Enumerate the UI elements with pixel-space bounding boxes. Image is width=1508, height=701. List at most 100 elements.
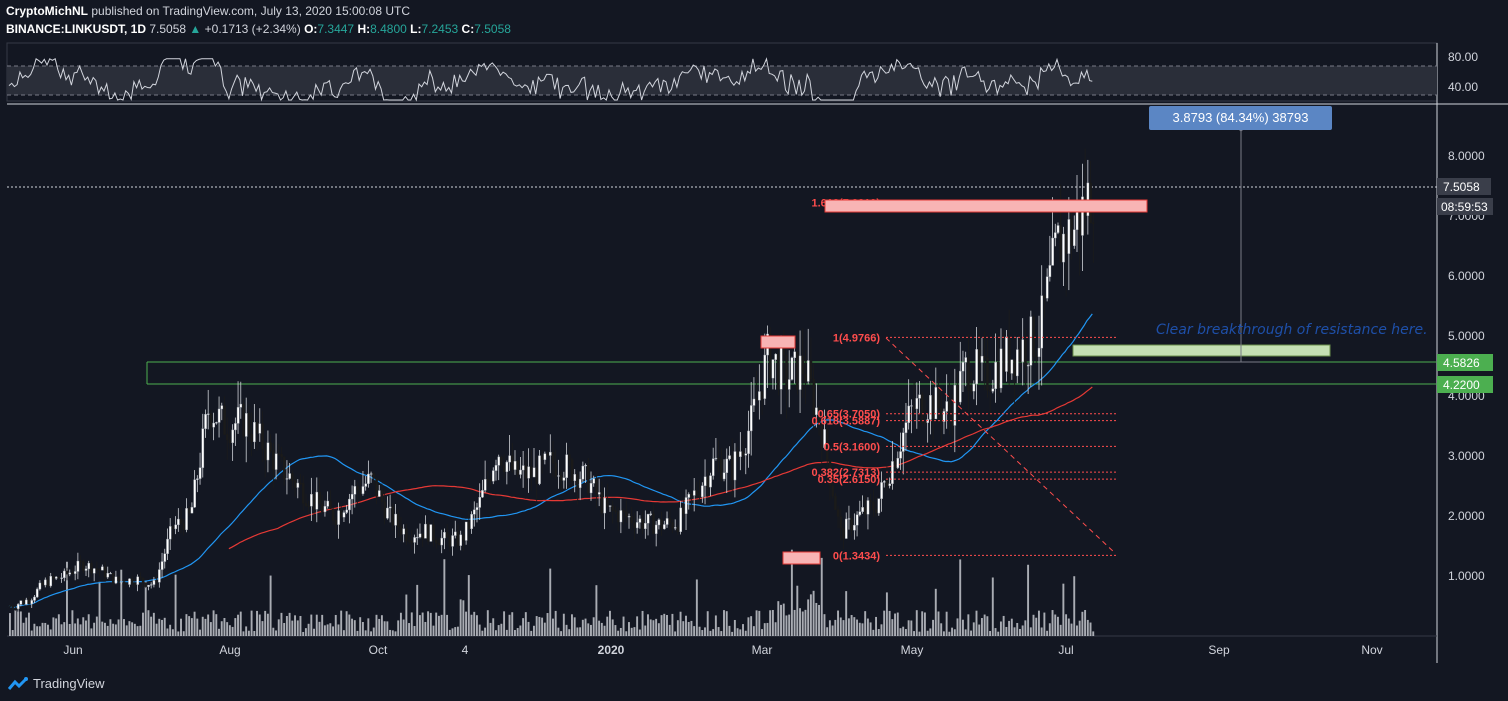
candle bbox=[869, 500, 872, 503]
candle bbox=[76, 560, 80, 572]
price-axis[interactable]: 8.00007.00006.00005.00004.00003.00002.00… bbox=[1448, 149, 1485, 583]
candle bbox=[793, 351, 796, 359]
candle bbox=[136, 576, 139, 585]
volume-bar bbox=[215, 614, 218, 636]
volume-bar bbox=[247, 630, 250, 636]
volume-bar bbox=[334, 614, 337, 636]
candle bbox=[959, 370, 962, 403]
candle bbox=[27, 599, 31, 605]
volume-bar bbox=[9, 613, 11, 636]
time-tick: May bbox=[901, 643, 924, 657]
candle bbox=[49, 576, 53, 587]
candle bbox=[584, 464, 587, 467]
tradingview-brand[interactable]: TradingView bbox=[33, 676, 105, 691]
volume-bar bbox=[228, 625, 231, 636]
volume-bar bbox=[940, 623, 943, 636]
annotation-text[interactable]: Clear breakthrough of resistance here. bbox=[1156, 322, 1428, 338]
volume-bar bbox=[989, 630, 992, 636]
volume-bar bbox=[112, 623, 115, 636]
candle bbox=[589, 483, 593, 494]
candle bbox=[60, 577, 63, 579]
volume-bar bbox=[663, 613, 666, 636]
volume-bar bbox=[666, 615, 668, 636]
candle bbox=[380, 490, 384, 502]
candle bbox=[312, 494, 316, 510]
volume-bar bbox=[638, 629, 641, 636]
volume-bar bbox=[761, 629, 763, 636]
tradingview-logo-icon[interactable] bbox=[8, 677, 30, 691]
candle bbox=[619, 510, 623, 523]
candle bbox=[975, 349, 978, 385]
volume-bar bbox=[1027, 564, 1030, 636]
candle bbox=[682, 507, 685, 514]
candle bbox=[1067, 219, 1071, 254]
volume-bar bbox=[780, 604, 782, 636]
volume-bar bbox=[405, 594, 408, 636]
volume-bar bbox=[481, 630, 484, 636]
volume-bar bbox=[769, 610, 772, 636]
candle bbox=[597, 492, 601, 495]
top-marker-box[interactable] bbox=[760, 335, 796, 349]
fib-target-box[interactable] bbox=[824, 199, 1148, 213]
volume-bar bbox=[560, 631, 563, 636]
volume-bar bbox=[902, 626, 905, 636]
volume-bar bbox=[161, 619, 163, 636]
candle bbox=[641, 518, 644, 530]
volume-bar bbox=[801, 611, 804, 636]
candle bbox=[114, 576, 118, 584]
volume-bar bbox=[190, 618, 193, 636]
symbol-name[interactable]: BINANCE:LINKUSDT, 1D bbox=[6, 22, 147, 36]
candle bbox=[508, 455, 511, 463]
volume-bar bbox=[44, 622, 47, 636]
volume-bar bbox=[820, 557, 823, 636]
candle bbox=[321, 503, 324, 513]
candle bbox=[426, 523, 430, 542]
volume-bar bbox=[147, 610, 150, 636]
volume-bar bbox=[742, 624, 744, 636]
volume-bar bbox=[1075, 625, 1078, 636]
candle bbox=[866, 500, 870, 515]
candle bbox=[665, 518, 669, 525]
volume-bar bbox=[934, 588, 937, 636]
candle bbox=[660, 519, 663, 530]
volume-bar bbox=[603, 625, 606, 636]
candle bbox=[277, 453, 281, 455]
fib-level-label: 0(1.3434) bbox=[833, 550, 880, 562]
candle bbox=[326, 500, 329, 507]
fib-trend-line[interactable] bbox=[885, 337, 1116, 554]
volume-bar bbox=[49, 629, 52, 636]
candle bbox=[855, 514, 859, 526]
breakout-box[interactable] bbox=[1072, 344, 1331, 357]
author-name[interactable]: CryptoMichNL bbox=[6, 4, 88, 18]
candle bbox=[494, 465, 498, 471]
volume-bar bbox=[614, 625, 617, 636]
bottom-marker-box[interactable] bbox=[782, 551, 821, 565]
measure-label[interactable]: 3.8793 (84.34%) 38793 bbox=[1149, 106, 1332, 130]
candle bbox=[1070, 219, 1073, 246]
volume-bar bbox=[530, 630, 533, 636]
chart-canvas[interactable]: 80.00 40.00 1.618(7.2219)1(4.9766)0.65(3… bbox=[0, 40, 1508, 667]
candle bbox=[809, 360, 813, 380]
volume-bar bbox=[513, 630, 516, 636]
candle bbox=[874, 509, 878, 514]
candle bbox=[834, 496, 837, 510]
candle bbox=[38, 582, 42, 590]
volume-bar bbox=[399, 612, 402, 636]
volume-bar bbox=[709, 630, 712, 636]
volume-bar bbox=[511, 612, 514, 636]
high-label: H: bbox=[357, 22, 371, 36]
volume-bar bbox=[899, 628, 902, 636]
candle bbox=[342, 512, 346, 518]
candle bbox=[502, 465, 506, 472]
volume-bar bbox=[1059, 624, 1062, 636]
candle bbox=[73, 571, 77, 574]
candle bbox=[760, 391, 764, 399]
volume-bar bbox=[380, 615, 383, 636]
volume-bar bbox=[226, 622, 229, 636]
candle bbox=[1078, 211, 1082, 236]
time-axis[interactable]: Jun Aug Oct 4 2020 Mar May Jul Sep Nov bbox=[63, 643, 1382, 657]
volume-bar bbox=[82, 617, 85, 636]
volume-bar bbox=[437, 615, 440, 636]
volume-bar bbox=[253, 630, 256, 636]
candle bbox=[1040, 295, 1044, 349]
